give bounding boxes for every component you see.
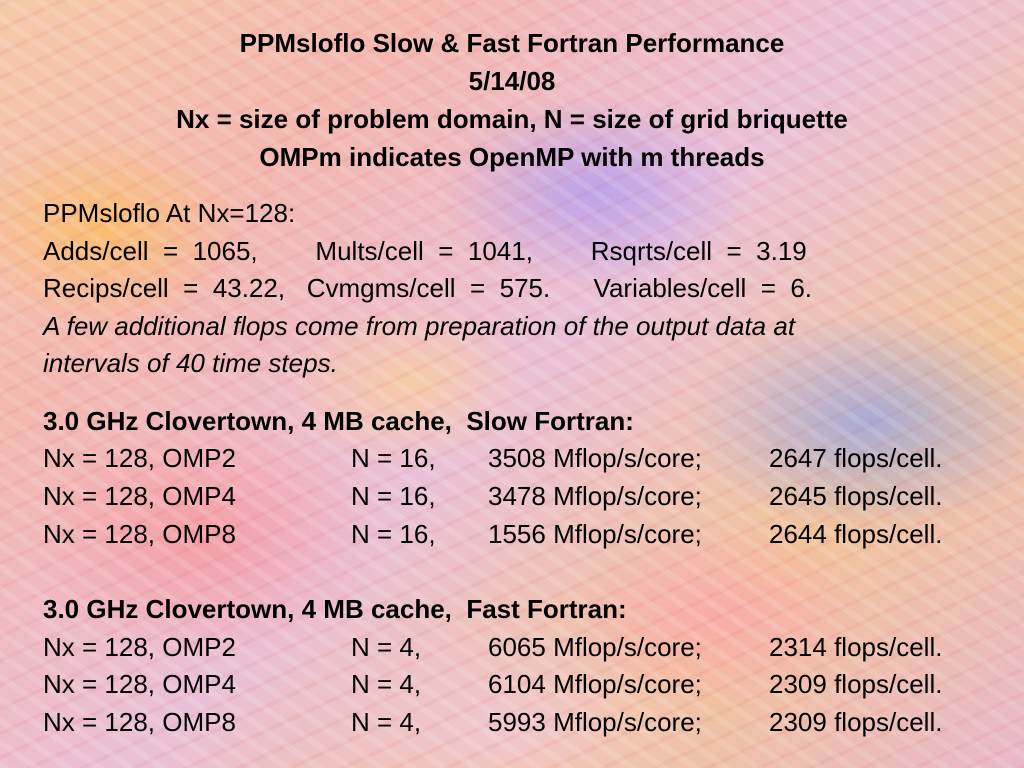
row-config: Nx = 128, OMP4 [43,669,236,699]
row-briquette: N = 4, [351,632,422,662]
row-flops: 2309 flops/cell. [769,669,943,699]
title-line-4: OMPm indicates OpenMP with m threads [259,142,765,172]
params-heading: PPMsloflo At Nx=128: [43,198,296,228]
slow-row: Nx = 128, OMP4 N = 16, 3478 Mflop/s/core… [43,477,1003,515]
title-line-3: Nx = size of problem domain, N = size of… [176,104,848,134]
params-line-2: Recips/cell = 43.22, Cvmgms/cell = 575. … [43,273,813,303]
row-flops: 2647 flops/cell. [769,443,943,473]
row-rate: 6065 Mflop/s/core; [488,632,702,662]
slide-title: PPMsloflo Slow & Fast Fortran Performanc… [0,24,1024,176]
fast-fortran-heading: 3.0 GHz Clovertown, 4 MB cache, Fast For… [43,594,627,624]
slow-row: Nx = 128, OMP8 N = 16, 1556 Mflop/s/core… [43,515,1003,553]
row-rate: 6104 Mflop/s/core; [488,669,702,699]
fast-row: Nx = 128, OMP2 N = 4, 6065 Mflop/s/core;… [43,628,1003,666]
params-note-1: A few additional flops come from prepara… [43,311,796,341]
slow-fortran-heading: 3.0 GHz Clovertown, 4 MB cache, Slow For… [43,406,634,436]
row-flops: 2309 flops/cell. [769,707,943,737]
title-line-1: PPMsloflo Slow & Fast Fortran Performanc… [239,28,785,58]
params-note-2: intervals of 40 time steps. [43,348,338,378]
row-config: Nx = 128, OMP2 [43,443,236,473]
row-rate: 1556 Mflop/s/core; [488,519,702,549]
row-config: Nx = 128, OMP8 [43,707,236,737]
row-config: Nx = 128, OMP4 [43,481,236,511]
row-briquette: N = 16, [351,481,436,511]
fast-row: Nx = 128, OMP8 N = 4, 5993 Mflop/s/core;… [43,703,1003,741]
row-rate: 3478 Mflop/s/core; [488,481,702,511]
params-line-1: Adds/cell = 1065, Mults/cell = 1041, Rsq… [43,236,807,266]
row-briquette: N = 4, [351,707,422,737]
row-rate: 5993 Mflop/s/core; [488,707,702,737]
row-config: Nx = 128, OMP8 [43,519,236,549]
slow-row: Nx = 128, OMP2 N = 16, 3508 Mflop/s/core… [43,439,1003,477]
row-config: Nx = 128, OMP2 [43,632,236,662]
row-briquette: N = 16, [351,443,436,473]
row-briquette: N = 16, [351,519,436,549]
fast-row: Nx = 128, OMP4 N = 4, 6104 Mflop/s/core;… [43,665,1003,703]
row-briquette: N = 4, [351,669,422,699]
title-date: 5/14/08 [468,66,556,96]
row-rate: 3508 Mflop/s/core; [488,443,702,473]
row-flops: 2644 flops/cell. [769,519,943,549]
row-flops: 2645 flops/cell. [769,481,943,511]
row-flops: 2314 flops/cell. [769,632,943,662]
